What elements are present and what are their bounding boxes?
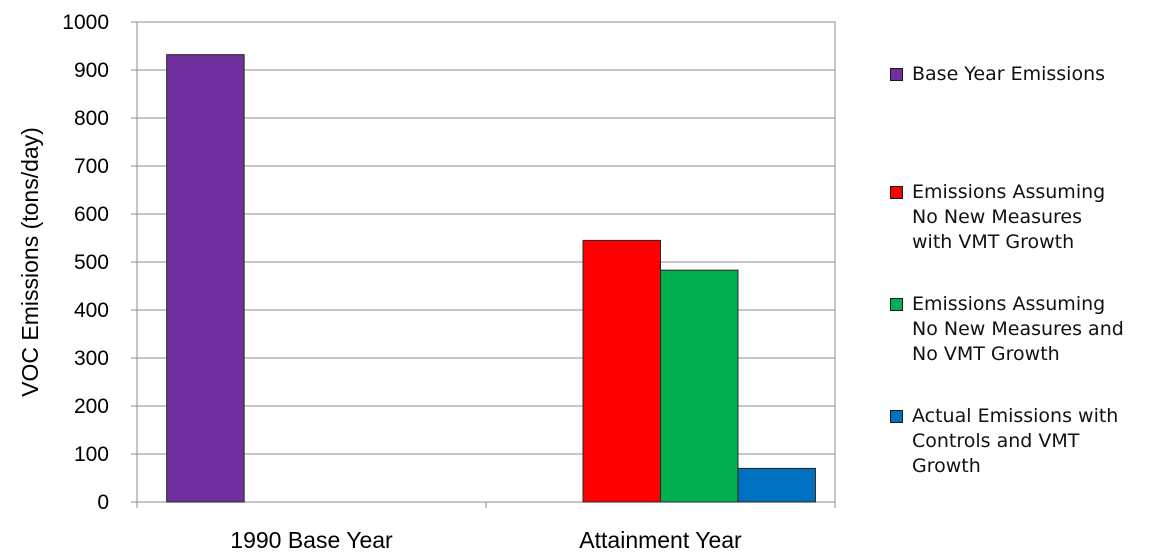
legend-swatch <box>890 298 903 311</box>
x-category-label: 1990 Base Year <box>230 527 393 553</box>
y-tick-label: 300 <box>74 347 109 370</box>
y-tick-label: 900 <box>74 59 109 82</box>
y-axis-label: VOC Emissions (tons/day) <box>17 127 43 397</box>
bar <box>582 239 661 503</box>
legend-item: Emissions Assuming No New Measures and N… <box>890 292 1124 367</box>
y-tick-label: 600 <box>74 203 109 226</box>
legend-label: Emissions Assuming No New Measures with … <box>912 181 1106 253</box>
y-tick-label: 400 <box>74 299 109 322</box>
legend-swatch <box>890 410 903 423</box>
y-axis-ticks: 0 100 200 300 400 500 600 700 800 900 1000 <box>62 11 137 514</box>
y-tick-label: 0 <box>97 491 109 514</box>
legend-swatch <box>890 186 903 199</box>
legend-label: Actual Emissions with Controls and VMT G… <box>912 405 1119 477</box>
bar <box>660 269 739 503</box>
y-tick-label: 1000 <box>62 11 109 34</box>
legend-item: Actual Emissions with Controls and VMT G… <box>890 404 1118 479</box>
y-tick-label: 100 <box>74 443 109 466</box>
legend-label: Emissions Assuming No New Measures and N… <box>912 293 1124 365</box>
legend-swatch <box>890 68 903 81</box>
legend-item: Emissions Assuming No New Measures with … <box>890 180 1105 255</box>
x-axis: 1990 Base Year Attainment Year <box>136 502 836 553</box>
y-tick-label: 500 <box>74 251 109 274</box>
bar <box>737 467 816 503</box>
bars <box>166 54 816 503</box>
legend-label: Base Year Emissions <box>912 63 1106 85</box>
bar <box>166 54 245 503</box>
y-tick-label: 800 <box>74 107 109 130</box>
y-tick-label: 200 <box>74 395 109 418</box>
legend: Base Year Emissions Emissions Assuming No… <box>890 0 1172 554</box>
legend-item: Base Year Emissions <box>890 62 1105 87</box>
y-tick-label: 700 <box>74 155 109 178</box>
x-category-label: Attainment Year <box>579 527 742 553</box>
